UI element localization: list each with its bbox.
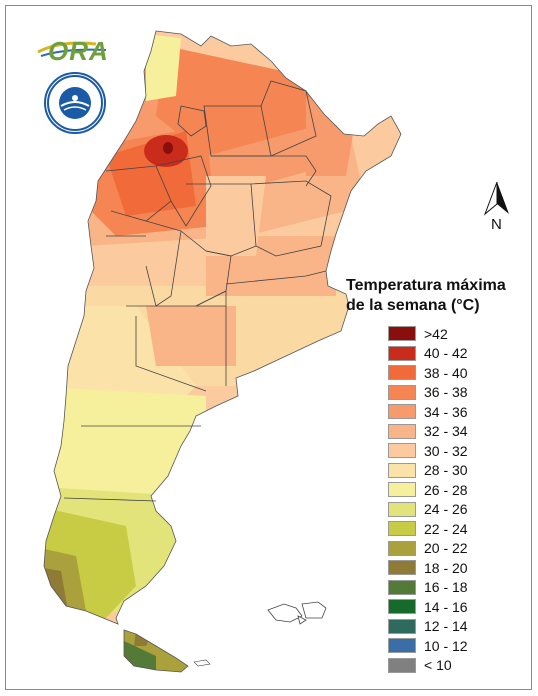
legend-label: 34 - 36	[424, 403, 468, 420]
smn-seal-graphic	[47, 75, 103, 131]
legend-swatch	[388, 501, 416, 517]
legend-label: 16 - 18	[424, 579, 468, 596]
legend-title-line-1: Temperatura máxima	[346, 277, 506, 294]
legend-item: 26 - 28	[346, 480, 526, 500]
tierra-del-fuego-outline	[123, 629, 189, 673]
legend-label: 10 - 12	[424, 637, 468, 654]
legend-swatch	[388, 599, 416, 615]
legend-label: 32 - 34	[424, 423, 468, 440]
legend-label: 28 - 30	[424, 462, 468, 479]
legend-label: 38 - 40	[424, 364, 468, 381]
tierra-del-fuego-fill	[124, 630, 188, 672]
legend-label: 40 - 42	[424, 345, 468, 362]
legend-label: 24 - 26	[424, 501, 468, 518]
legend-swatch	[388, 579, 416, 595]
legend-item: 38 - 40	[346, 363, 526, 383]
legend-item: 40 - 42	[346, 344, 526, 364]
legend-swatch	[388, 560, 416, 576]
legend-label: 14 - 16	[424, 598, 468, 615]
legend-label: 22 - 24	[424, 520, 468, 537]
legend-item: 20 - 22	[346, 539, 526, 559]
legend-swatch	[388, 443, 416, 459]
legend-item: 10 - 12	[346, 636, 526, 656]
legend-title: Temperatura máxima de la semana (°C)	[346, 276, 526, 316]
legend-title-line-2: de la semana (°C)	[346, 297, 480, 314]
legend-item: 12 - 14	[346, 617, 526, 637]
legend-item: 18 - 20	[346, 558, 526, 578]
legend-item: 28 - 30	[346, 461, 526, 481]
legend-swatch	[388, 404, 416, 420]
legend-label: 12 - 14	[424, 618, 468, 635]
legend-swatch	[388, 345, 416, 361]
legend-swatch	[388, 423, 416, 439]
legend-item: 22 - 24	[346, 519, 526, 539]
legend-label: 36 - 38	[424, 384, 468, 401]
ora-logo: ORA	[36, 32, 114, 68]
legend-label: 30 - 32	[424, 442, 468, 459]
legend-swatch	[388, 540, 416, 556]
legend-rows: >42 40 - 42 38 - 40 36 - 38 34 - 36 32 - 34 30…	[346, 324, 526, 675]
ora-logo-swoosh	[37, 41, 107, 57]
isla-de-los-estados	[193, 659, 211, 667]
legend-label: 18 - 20	[424, 559, 468, 576]
legend-item: 24 - 26	[346, 500, 526, 520]
legend-item: >42	[346, 324, 526, 344]
smn-seal-logo	[44, 72, 106, 134]
legend-item: 14 - 16	[346, 597, 526, 617]
legend-swatch	[388, 326, 416, 342]
legend-swatch	[388, 365, 416, 381]
legend-label: 26 - 28	[424, 481, 468, 498]
argentina-temperature-map	[43, 30, 402, 673]
legend-label: < 10	[424, 657, 452, 674]
legend-swatch	[388, 657, 416, 673]
legend-swatch	[388, 384, 416, 400]
legend-label: 20 - 22	[424, 540, 468, 557]
legend-item: 30 - 32	[346, 441, 526, 461]
legend-label: >42	[424, 325, 448, 342]
legend-swatch	[388, 618, 416, 634]
legend: Temperatura máxima de la semana (°C) >42…	[346, 276, 526, 675]
legend-item: 32 - 34	[346, 422, 526, 442]
malvinas-islands	[267, 601, 327, 625]
legend-swatch	[388, 521, 416, 537]
north-label: N	[491, 216, 502, 233]
legend-item: 34 - 36	[346, 402, 526, 422]
legend-swatch	[388, 638, 416, 654]
legend-item: 16 - 18	[346, 578, 526, 598]
legend-item: 36 - 38	[346, 383, 526, 403]
province-boundaries	[63, 80, 332, 502]
legend-item: < 10	[346, 656, 526, 676]
map-frame: ORA N Temperatura máxima de la semana (°…	[5, 5, 532, 690]
legend-swatch	[388, 462, 416, 478]
north-arrow-icon	[483, 181, 509, 216]
legend-swatch	[388, 482, 416, 498]
north-arrow: N	[482, 180, 512, 236]
mainland-outline	[43, 30, 402, 625]
ora-logo-text: ORA	[48, 36, 109, 66]
